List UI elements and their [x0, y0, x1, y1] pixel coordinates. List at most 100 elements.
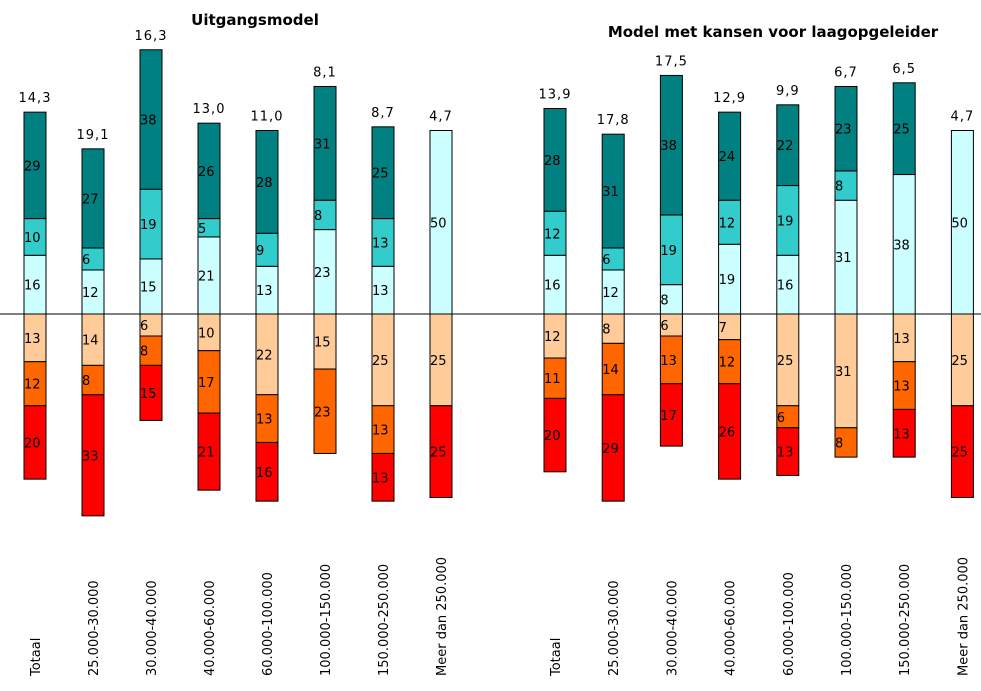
segment-label: 17	[198, 376, 215, 391]
score-label: 11,0	[251, 110, 284, 125]
bar-segment	[659, 383, 683, 447]
segment-label: 25	[893, 123, 910, 138]
segment-label: 19	[140, 218, 157, 233]
segment-label: 12	[544, 227, 561, 242]
segment-label: 50	[430, 216, 447, 231]
segment-label: 14	[82, 334, 99, 349]
segment-label: 6	[82, 253, 90, 268]
segment-label: 13	[24, 332, 41, 347]
segment-label: 13	[372, 236, 389, 251]
segment-label: 8	[82, 374, 90, 389]
segment-label: 26	[719, 425, 736, 440]
bar-segment	[718, 111, 742, 201]
segment-label: 19	[660, 244, 677, 259]
segment-label: 14	[602, 363, 619, 378]
bar-segment	[23, 405, 47, 480]
segment-label: 13	[893, 380, 910, 395]
segment-label: 8	[314, 209, 322, 224]
segment-label: 12	[602, 286, 619, 301]
segment-label: 8	[602, 323, 610, 338]
x-tick-label: 60.000-100.000	[261, 572, 276, 676]
segment-label: 25	[430, 446, 447, 461]
bar-segment	[834, 427, 858, 458]
segment-label: 22	[256, 348, 273, 363]
bar-segment	[371, 126, 395, 220]
segment-label: 15	[140, 280, 157, 295]
bar-segment	[718, 383, 742, 480]
bar-segment	[543, 107, 567, 212]
segment-label: 7	[719, 321, 727, 336]
bar-segment	[255, 130, 279, 234]
segment-label: 6	[777, 411, 785, 426]
score-label: 12,9	[713, 91, 746, 106]
bar-segment	[139, 364, 163, 421]
bar-segment	[313, 368, 337, 454]
bar-segment	[313, 85, 337, 201]
segment-label: 25	[372, 354, 389, 369]
score-label: 17,8	[597, 113, 630, 128]
segment-label: 11	[544, 372, 561, 387]
bar-segment	[81, 148, 105, 249]
bar-segment	[23, 111, 47, 220]
segment-label: 26	[198, 165, 215, 180]
bar-segment	[601, 133, 625, 249]
segment-label: 23	[314, 266, 331, 281]
segment-label: 23	[835, 123, 852, 138]
segment-label: 25	[777, 354, 794, 369]
score-label: 13,9	[539, 87, 572, 102]
segment-label: 31	[835, 365, 852, 380]
segment-label: 22	[777, 139, 794, 154]
segment-label: 28	[544, 154, 561, 169]
segment-label: 29	[24, 159, 41, 174]
segment-label: 24	[719, 150, 736, 165]
x-tick-label: 100.000-150.000	[840, 564, 855, 676]
segment-label: 10	[198, 326, 215, 341]
segment-label: 31	[602, 185, 619, 200]
segment-label: 12	[719, 216, 736, 231]
score-label: 9,9	[776, 84, 800, 99]
x-tick-label: 60.000-100.000	[782, 572, 797, 676]
segment-label: 17	[660, 409, 677, 424]
segment-label: 38	[660, 139, 677, 154]
bar-segment	[429, 405, 453, 498]
segment-label: 5	[198, 222, 206, 237]
segment-label: 13	[372, 424, 389, 439]
x-tick-label: 40.000-60.000	[203, 580, 218, 676]
segment-label: 21	[198, 446, 215, 461]
segment-label: 8	[835, 436, 843, 451]
x-tick-label: 30.000-40.000	[145, 580, 160, 676]
segment-label: 25	[430, 354, 447, 369]
segment-label: 29	[602, 442, 619, 457]
bar-segment	[659, 74, 683, 216]
bar-segment	[197, 412, 221, 491]
x-tick-label: Totaal	[549, 638, 564, 677]
segment-label: 15	[314, 336, 331, 351]
x-tick-label: 25.000-30.000	[607, 580, 622, 676]
score-label: 19,1	[77, 128, 110, 143]
bar-segment	[543, 397, 567, 473]
segment-label: 13	[256, 413, 273, 428]
x-tick-label: Totaal	[29, 638, 44, 677]
x-tick-label: 150.000-250.000	[898, 564, 913, 676]
bar-segment	[139, 49, 163, 190]
x-tick-label: 150.000-250.000	[377, 564, 392, 676]
segment-label: 13	[660, 354, 677, 369]
bar-segment	[197, 122, 221, 220]
score-label: 8,7	[371, 106, 395, 121]
score-label: 14,3	[19, 91, 52, 106]
bar-segment	[776, 104, 800, 187]
x-tick-label: 25.000-30.000	[87, 580, 102, 676]
segment-label: 23	[314, 405, 331, 420]
segment-label: 19	[777, 214, 794, 229]
segment-label: 20	[544, 429, 561, 444]
segment-label: 38	[140, 113, 157, 128]
chart-title: Uitgangsmodel	[191, 11, 319, 29]
score-label: 6,5	[892, 62, 916, 77]
segment-label: 10	[24, 231, 41, 246]
segment-label: 13	[893, 332, 910, 347]
x-tick-label: 40.000-60.000	[724, 580, 739, 676]
segment-label: 13	[372, 471, 389, 486]
bar-segment	[776, 427, 800, 476]
segment-label: 20	[24, 436, 41, 451]
